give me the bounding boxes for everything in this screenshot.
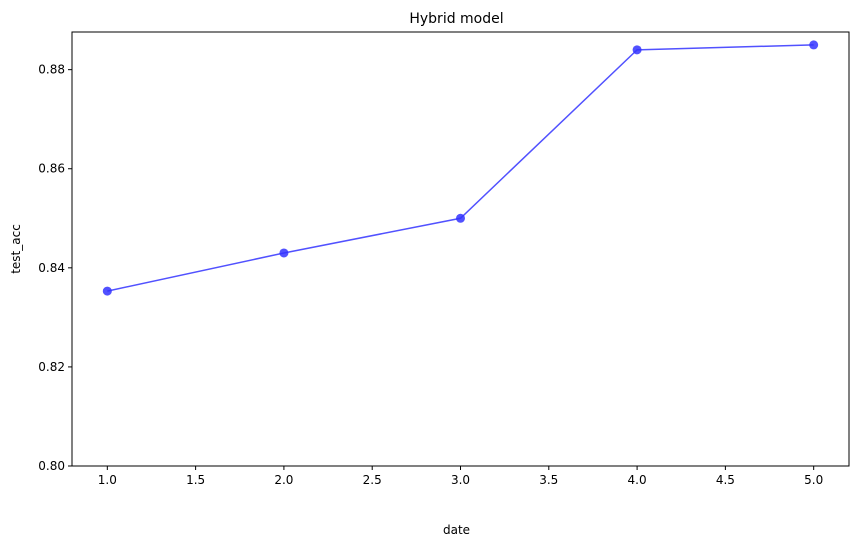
data-point (456, 213, 465, 223)
x-tick-label: 4.0 (628, 473, 647, 487)
y-tick-label: 0.84 (38, 261, 65, 275)
x-tick-label: 2.5 (363, 473, 382, 487)
y-tick-label: 0.80 (38, 459, 65, 473)
plot-area (102, 40, 819, 296)
x-tick-label: 5.0 (804, 473, 823, 487)
y-axis-label: test_acc (9, 224, 23, 274)
x-tick-label: 1.0 (98, 473, 117, 487)
y-tick-label: 0.82 (38, 360, 65, 374)
x-tick-label: 3.0 (451, 473, 470, 487)
y-tick-label: 0.86 (38, 162, 65, 176)
x-axis-label: date (443, 523, 470, 537)
data-point (102, 286, 112, 296)
y-axis: 0.80 0.82 0.84 0.86 0.88 (38, 63, 72, 473)
chart-title: Hybrid model (409, 11, 503, 27)
data-point (632, 45, 642, 55)
x-tick-label: 4.5 (716, 473, 735, 487)
x-tick-label: 1.5 (186, 473, 205, 487)
x-tick-label: 2.0 (274, 473, 293, 487)
y-tick-label: 0.88 (38, 63, 65, 77)
x-tick-label: 3.5 (539, 473, 558, 487)
data-point (279, 248, 289, 258)
x-axis: 1.0 1.5 2.0 2.5 3.0 3.5 4.0 4.5 5.0 (98, 466, 823, 487)
data-point (809, 40, 819, 50)
